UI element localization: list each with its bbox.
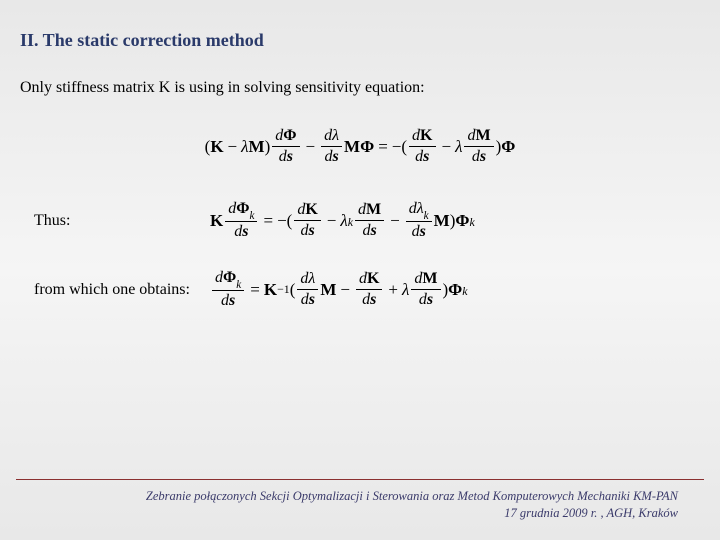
thus-label: Thus: [20,212,210,230]
footer: Zebranie połączonych Sekcji Optymalizacj… [0,479,720,522]
intro-text: Only stiffness matrix K is using in solv… [20,79,700,97]
footer-line2: 17 grudnia 2009 r. , AGH, Kraków [504,506,678,520]
equation-2-row: Thus: K dΦkds =−( dKds −λk dMds − dλkds … [20,200,700,241]
section-heading: II. The static correction method [20,30,700,51]
from-which-label: from which one obtains: [20,281,210,299]
equation-2: K dΦkds =−( dKds −λk dMds − dλkds M)Φk [210,200,475,241]
equation-3-row: from which one obtains: dΦkds = K−1( dλd… [20,269,700,310]
equation-1: (K−λM) dΦds − dλds MΦ =−( dKds −λ dMds )… [20,127,700,166]
equation-3: dΦkds = K−1( dλds M− dKds +λ dMds )Φk [210,269,468,310]
footer-line1: Zebranie połączonych Sekcji Optymalizacj… [146,489,678,503]
footer-rule [16,479,704,480]
